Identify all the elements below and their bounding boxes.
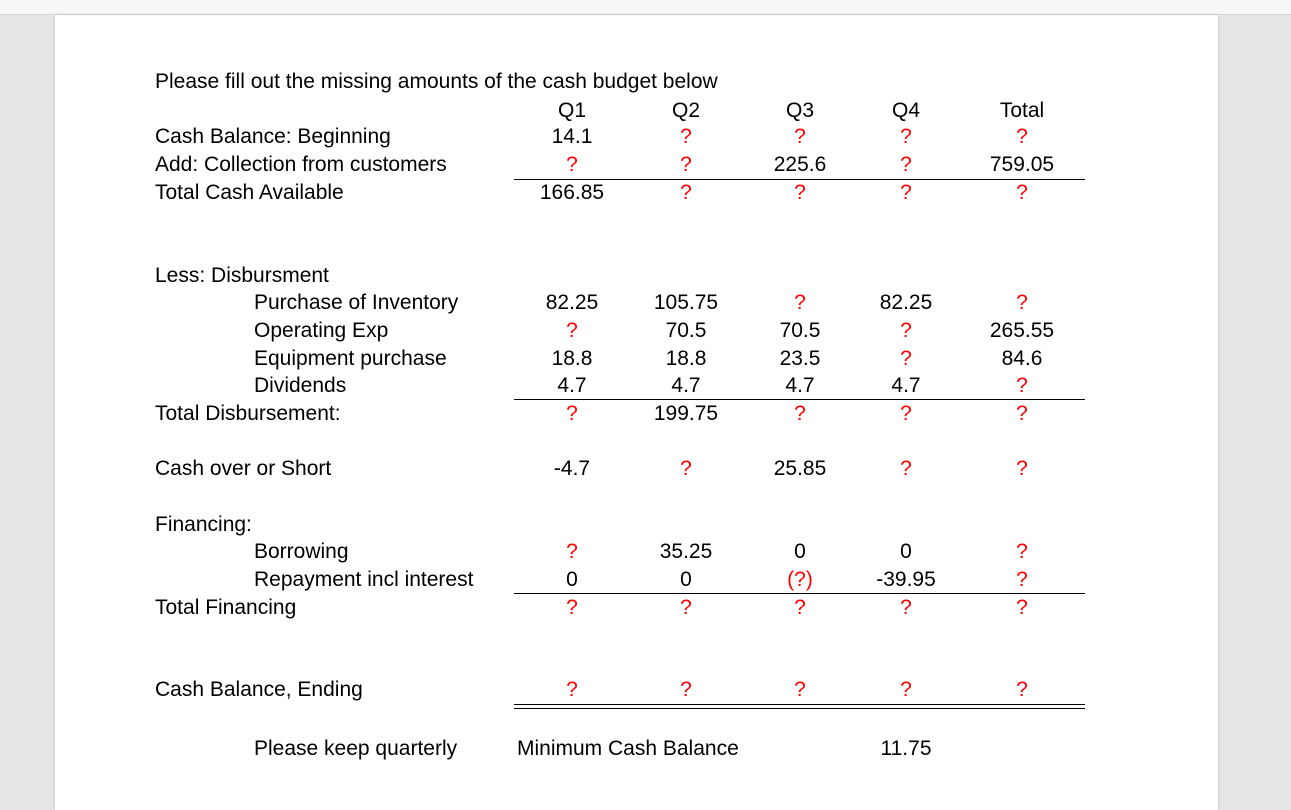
row-label: Total Cash Available <box>155 181 344 204</box>
row-label: Cash over or Short <box>155 457 332 480</box>
cell-value: ? <box>680 125 692 148</box>
cell-value: 82.25 <box>879 291 933 314</box>
row-label: Repayment incl interest <box>254 568 474 591</box>
cell-value: 25.85 <box>773 457 827 480</box>
cell-value: ? <box>900 153 912 176</box>
row-label: Operating Exp <box>254 319 389 342</box>
cell-value: ? <box>900 402 912 425</box>
cell-value: 18.8 <box>551 347 593 370</box>
cell-value: ? <box>1016 125 1028 148</box>
cell-value: ? <box>566 153 578 176</box>
subtotal-rule <box>514 179 1085 180</box>
cell-value: ? <box>1016 374 1028 397</box>
cell-value: ? <box>680 678 692 701</box>
cell-value: ? <box>566 596 578 619</box>
cell-value: 35.25 <box>659 540 713 563</box>
cell-value: -4.7 <box>553 457 591 480</box>
cell-value: (?) <box>787 568 813 591</box>
cell-value: ? <box>1016 457 1028 480</box>
cell-value: ? <box>900 457 912 480</box>
cell-value: 225.6 <box>773 153 827 176</box>
cell-value: ? <box>900 596 912 619</box>
cell-value: ? <box>566 540 578 563</box>
cell-value: ? <box>794 125 806 148</box>
cell-value: 23.5 <box>779 347 821 370</box>
row-label: Add: Collection from customers <box>155 153 447 176</box>
cell-value: ? <box>794 596 806 619</box>
cell-value: ? <box>900 125 912 148</box>
cell-value: ? <box>1016 181 1028 204</box>
row-label: Total Financing <box>155 596 297 619</box>
cell-value: 166.85 <box>539 181 605 204</box>
cell-value: ? <box>1016 596 1028 619</box>
cell-value: ? <box>680 457 692 480</box>
row-label: Total Disbursement: <box>155 402 341 425</box>
row-label: Cash Balance: Beginning <box>155 125 391 148</box>
cell-value: 4.7 <box>891 374 921 397</box>
row-label: Cash Balance, Ending <box>155 678 363 701</box>
cell-value: ? <box>900 678 912 701</box>
cell-value: 18.8 <box>665 347 707 370</box>
cell-value: ? <box>680 596 692 619</box>
section-heading: Financing: <box>155 513 252 536</box>
section-heading: Less: Disbursment <box>155 264 329 287</box>
cell-value: ? <box>680 153 692 176</box>
cell-value: 759.05 <box>989 153 1055 176</box>
column-header: Q2 <box>671 99 701 122</box>
cell-value: ? <box>1016 291 1028 314</box>
cell-value: 199.75 <box>653 402 719 425</box>
cell-value: ? <box>1016 678 1028 701</box>
row-label: Purchase of Inventory <box>254 291 459 314</box>
cell-value: 14.1 <box>551 125 593 148</box>
cell-value: 4.7 <box>785 374 815 397</box>
viewer-toolbar <box>0 0 1291 15</box>
cell-value: ? <box>566 678 578 701</box>
cell-value: ? <box>566 402 578 425</box>
cell-value: 105.75 <box>653 291 719 314</box>
cell-value: 0 <box>900 540 912 563</box>
cell-value: 70.5 <box>779 319 821 342</box>
subtotal-rule <box>514 593 1085 594</box>
page-title: Please fill out the missing amounts of t… <box>155 70 718 93</box>
min-balance-label: Minimum Cash Balance <box>517 737 739 760</box>
cell-value: ? <box>794 402 806 425</box>
cell-value: 265.55 <box>989 319 1055 342</box>
cell-value: ? <box>1016 540 1028 563</box>
subtotal-rule <box>514 399 1085 400</box>
cell-value: ? <box>1016 402 1028 425</box>
cell-value: ? <box>900 319 912 342</box>
row-label: Equipment purchase <box>254 347 447 370</box>
cell-value: ? <box>794 678 806 701</box>
document-page: Please fill out the missing amounts of t… <box>55 15 1218 810</box>
cell-value: 82.25 <box>545 291 599 314</box>
cell-value: -39.95 <box>876 568 936 591</box>
cell-value: ? <box>1016 568 1028 591</box>
column-header: Total <box>999 99 1045 122</box>
cell-value: ? <box>794 291 806 314</box>
cell-value: ? <box>566 319 578 342</box>
double-total-rule <box>514 704 1085 709</box>
footer-note: Please keep quarterly <box>254 737 458 760</box>
cell-value: ? <box>900 347 912 370</box>
cell-value: 4.7 <box>671 374 701 397</box>
row-label: Dividends <box>254 374 347 397</box>
cell-value: 0 <box>680 568 692 591</box>
min-balance-value: 11.75 <box>880 737 932 760</box>
column-header: Q3 <box>785 99 815 122</box>
cell-value: ? <box>794 181 806 204</box>
cell-value: ? <box>900 181 912 204</box>
cell-value: 0 <box>794 540 806 563</box>
column-header: Q4 <box>891 99 921 122</box>
cell-value: 84.6 <box>1001 347 1043 370</box>
column-header: Q1 <box>557 99 587 122</box>
cell-value: 70.5 <box>665 319 707 342</box>
cell-value: 4.7 <box>557 374 587 397</box>
cell-value: 0 <box>566 568 578 591</box>
cell-value: ? <box>680 181 692 204</box>
row-label: Borrowing <box>254 540 349 563</box>
